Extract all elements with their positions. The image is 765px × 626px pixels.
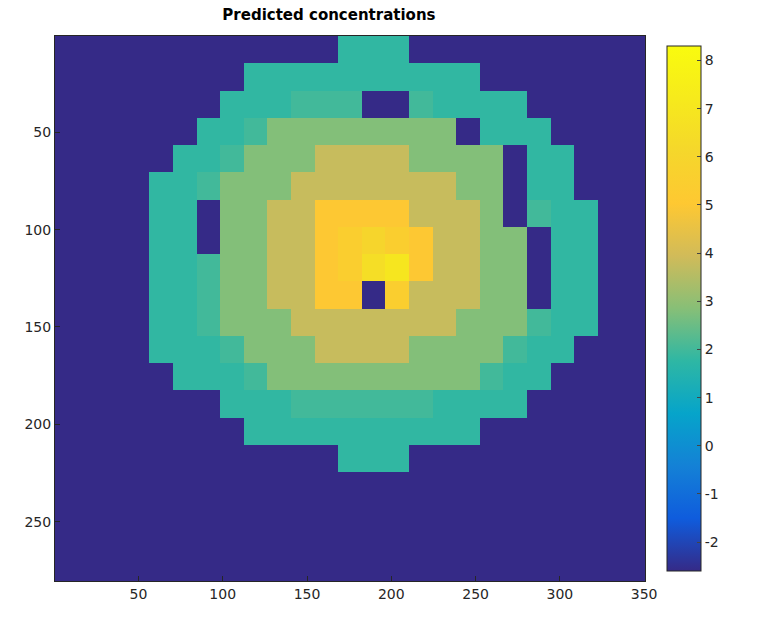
svg-text:1: 1 — [705, 390, 714, 406]
svg-text:150: 150 — [24, 319, 51, 335]
svg-text:350: 350 — [631, 586, 658, 602]
svg-text:-1: -1 — [705, 486, 719, 502]
svg-text:50: 50 — [130, 586, 148, 602]
svg-text:8: 8 — [705, 52, 714, 68]
svg-text:4: 4 — [705, 245, 714, 261]
svg-text:2: 2 — [705, 341, 714, 357]
svg-text:3: 3 — [705, 293, 714, 309]
svg-text:7: 7 — [705, 101, 714, 117]
svg-text:0: 0 — [705, 438, 714, 454]
svg-text:250: 250 — [24, 514, 51, 530]
svg-text:300: 300 — [547, 586, 574, 602]
svg-text:6: 6 — [705, 149, 714, 165]
svg-text:250: 250 — [462, 586, 489, 602]
svg-text:150: 150 — [294, 586, 321, 602]
svg-text:100: 100 — [209, 586, 236, 602]
svg-text:50: 50 — [33, 124, 51, 140]
svg-text:100: 100 — [24, 222, 51, 238]
svg-text:200: 200 — [378, 586, 405, 602]
svg-text:5: 5 — [705, 197, 714, 213]
svg-text:-2: -2 — [705, 534, 719, 550]
svg-text:Predicted concentrations: Predicted concentrations — [222, 6, 435, 24]
svg-text:200: 200 — [24, 416, 51, 432]
